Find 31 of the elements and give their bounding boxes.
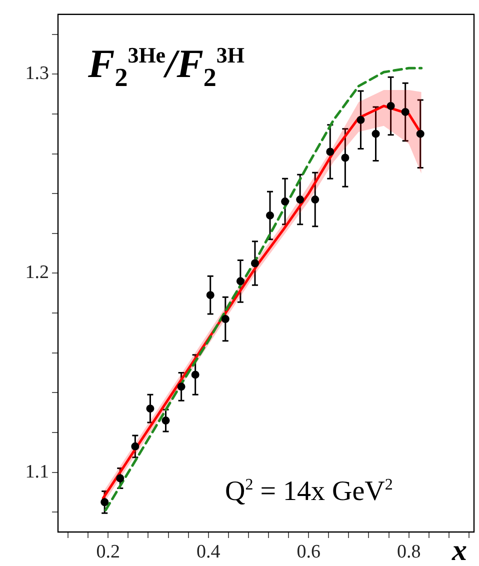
point bbox=[221, 314, 230, 323]
x-tick-label: 0.6 bbox=[296, 541, 320, 562]
point bbox=[311, 196, 320, 204]
point bbox=[416, 130, 424, 138]
annotation: Q$^{2}$ = 14x GeV$^{2}$ bbox=[225, 476, 393, 508]
y-tick-label: 1.1 bbox=[25, 461, 49, 482]
point bbox=[146, 404, 154, 413]
point bbox=[236, 277, 244, 286]
point bbox=[326, 148, 334, 156]
x-tick-label: 0.8 bbox=[396, 541, 421, 562]
point bbox=[250, 259, 259, 268]
point bbox=[177, 382, 186, 391]
point bbox=[191, 370, 200, 379]
x-axis-title: x bbox=[452, 534, 467, 566]
point bbox=[266, 211, 274, 220]
y-tick-label: 1.3 bbox=[25, 63, 49, 84]
point bbox=[401, 108, 410, 116]
point bbox=[372, 130, 380, 138]
y-tick-label: 1.2 bbox=[25, 262, 49, 284]
point bbox=[341, 154, 350, 162]
point bbox=[131, 442, 140, 450]
point bbox=[356, 116, 365, 124]
point bbox=[100, 498, 109, 506]
point bbox=[116, 474, 124, 482]
point bbox=[296, 196, 304, 204]
point bbox=[206, 291, 214, 300]
point bbox=[386, 102, 395, 110]
point bbox=[281, 198, 290, 206]
x-tick-label: 0.2 bbox=[96, 541, 120, 562]
x-tick-label: 0.4 bbox=[196, 541, 221, 562]
point bbox=[162, 416, 170, 425]
